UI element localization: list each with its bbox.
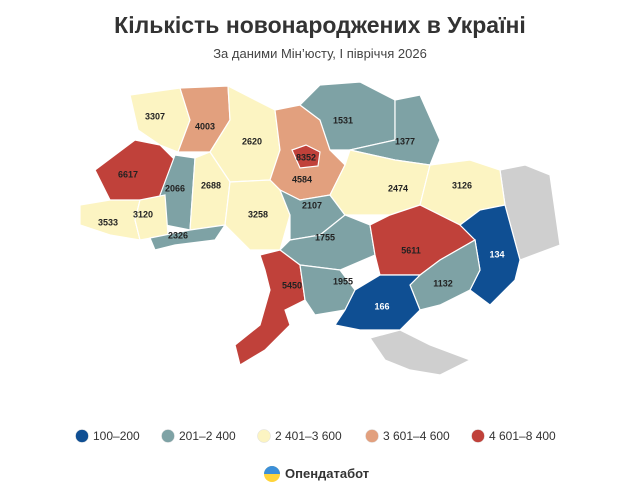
region-value: 5611 bbox=[401, 245, 421, 255]
brand: Опендатабот bbox=[285, 466, 369, 481]
region-value: 4584 bbox=[292, 174, 312, 184]
region-value: 6617 bbox=[118, 169, 138, 179]
legend-swatch bbox=[471, 429, 485, 443]
brand-logo-top bbox=[264, 466, 280, 474]
region bbox=[224, 179, 291, 251]
region-value: 1755 bbox=[315, 232, 335, 242]
regions bbox=[79, 81, 561, 376]
legend-label: 2 401–3 600 bbox=[275, 429, 342, 443]
region-value: 4003 bbox=[195, 121, 215, 131]
region-value: 5450 bbox=[282, 280, 302, 290]
region-value: 3126 bbox=[452, 180, 472, 190]
region-value: 134 bbox=[489, 249, 504, 259]
region-value: 1531 bbox=[333, 115, 353, 125]
legend-label: 201–2 400 bbox=[179, 429, 236, 443]
region-value: 1377 bbox=[395, 136, 415, 146]
region-value: 3533 bbox=[98, 217, 118, 227]
region-value: 2474 bbox=[388, 183, 408, 193]
legend-swatch bbox=[257, 429, 271, 443]
legend-label: 4 601–8 400 bbox=[489, 429, 556, 443]
region-value: 1955 bbox=[333, 276, 353, 286]
region bbox=[234, 249, 306, 366]
labels: 3307 4003 2620 4584 8352 1531 1377 6617 2066 2688… bbox=[98, 111, 505, 311]
region bbox=[149, 224, 227, 251]
region-value: 3307 bbox=[145, 111, 165, 121]
region-value: 1132 bbox=[433, 278, 453, 288]
legend-swatch bbox=[365, 429, 379, 443]
region-value: 2066 bbox=[165, 183, 185, 193]
title: Кількість новонароджених в Україні bbox=[114, 12, 526, 38]
region bbox=[291, 144, 321, 169]
region bbox=[159, 154, 196, 231]
legend-swatch bbox=[161, 429, 175, 443]
legend-label: 100–200 bbox=[93, 429, 140, 443]
subtitle: За даними Мін’юсту, І півріччя 2026 bbox=[213, 46, 427, 61]
region-value: 2326 bbox=[168, 230, 188, 240]
region-value: 8352 bbox=[296, 152, 316, 162]
region-value: 3120 bbox=[133, 209, 153, 219]
legend-label: 3 601–4 600 bbox=[383, 429, 450, 443]
no-data-region bbox=[369, 329, 472, 376]
region-value: 2620 bbox=[242, 136, 262, 146]
legend-swatch bbox=[75, 429, 89, 443]
region-value: 2688 bbox=[201, 180, 221, 190]
region-value: 3258 bbox=[248, 209, 268, 219]
region-value: 2107 bbox=[302, 200, 322, 210]
region bbox=[334, 274, 422, 331]
region-value: 166 bbox=[374, 301, 389, 311]
legend: 100–200 201–2 400 2 401–3 600 3 601–4 600 4 … bbox=[75, 429, 556, 443]
